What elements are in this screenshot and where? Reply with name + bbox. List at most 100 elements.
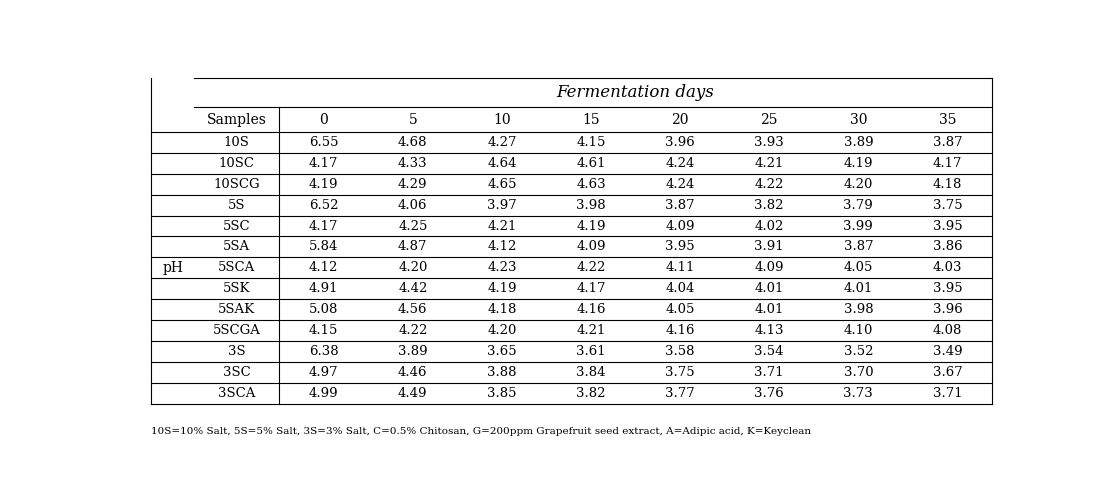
Text: 10SCG: 10SCG (214, 178, 260, 191)
Text: 3.87: 3.87 (665, 199, 695, 212)
Text: 10S=10% Salt, 5S=5% Salt, 3S=3% Salt, C=0.5% Chitosan, G=200ppm Grapefruit seed : 10S=10% Salt, 5S=5% Salt, 3S=3% Salt, C=… (152, 427, 811, 436)
Text: 10S: 10S (224, 136, 249, 149)
Text: 20: 20 (671, 112, 689, 127)
Text: 4.01: 4.01 (844, 282, 873, 295)
Text: 6.38: 6.38 (309, 345, 339, 358)
Text: 4.68: 4.68 (399, 136, 427, 149)
Text: 4.17: 4.17 (577, 282, 606, 295)
Text: 4.56: 4.56 (399, 303, 427, 316)
Text: 4.42: 4.42 (399, 282, 427, 295)
Text: 4.03: 4.03 (933, 262, 962, 274)
Text: 3.88: 3.88 (487, 366, 517, 379)
Text: 3.73: 3.73 (844, 387, 873, 400)
Text: 4.97: 4.97 (309, 366, 339, 379)
Text: 3.98: 3.98 (577, 199, 606, 212)
Text: 6.52: 6.52 (309, 199, 339, 212)
Text: Fermentation days: Fermentation days (557, 84, 714, 101)
Text: 4.09: 4.09 (577, 240, 606, 254)
Text: 4.20: 4.20 (487, 324, 517, 337)
Text: 5SAK: 5SAK (218, 303, 255, 316)
Text: 4.06: 4.06 (399, 199, 427, 212)
Text: 4.11: 4.11 (665, 262, 695, 274)
Text: 3.58: 3.58 (665, 345, 695, 358)
Text: 4.19: 4.19 (487, 282, 517, 295)
Text: 10: 10 (493, 112, 510, 127)
Text: 4.24: 4.24 (665, 157, 695, 170)
Text: 4.15: 4.15 (577, 136, 606, 149)
Text: 5SCGA: 5SCGA (213, 324, 260, 337)
Text: 5SA: 5SA (223, 240, 250, 254)
Text: 4.23: 4.23 (487, 262, 517, 274)
Text: 4.99: 4.99 (309, 387, 339, 400)
Text: 3.86: 3.86 (932, 240, 962, 254)
Text: 4.05: 4.05 (665, 303, 695, 316)
Text: 4.13: 4.13 (755, 324, 784, 337)
Text: 4.64: 4.64 (487, 157, 517, 170)
Text: 4.18: 4.18 (933, 178, 962, 191)
Text: 3.98: 3.98 (844, 303, 873, 316)
Text: 35: 35 (939, 112, 956, 127)
Text: 3.77: 3.77 (665, 387, 695, 400)
Text: 3.91: 3.91 (754, 240, 784, 254)
Text: 4.19: 4.19 (309, 178, 339, 191)
Text: 4.25: 4.25 (399, 220, 427, 232)
Text: 3.82: 3.82 (755, 199, 784, 212)
Text: 3.95: 3.95 (932, 220, 962, 232)
Text: 4.05: 4.05 (844, 262, 873, 274)
Text: 4.21: 4.21 (487, 220, 517, 232)
Text: 4.08: 4.08 (933, 324, 962, 337)
Text: 4.29: 4.29 (399, 178, 427, 191)
Text: 4.18: 4.18 (487, 303, 517, 316)
Text: 6.55: 6.55 (309, 136, 339, 149)
Text: 3.54: 3.54 (755, 345, 784, 358)
Text: 3.95: 3.95 (932, 282, 962, 295)
Text: 5.84: 5.84 (309, 240, 339, 254)
Text: 5SCA: 5SCA (218, 262, 255, 274)
Text: 3.52: 3.52 (844, 345, 873, 358)
Text: 3.71: 3.71 (754, 366, 784, 379)
Text: 3.61: 3.61 (577, 345, 606, 358)
Text: Samples: Samples (207, 112, 267, 127)
Text: 3.49: 3.49 (932, 345, 962, 358)
Text: 4.01: 4.01 (755, 282, 784, 295)
Text: 3.85: 3.85 (487, 387, 517, 400)
Text: 10SC: 10SC (218, 157, 255, 170)
Text: 5.08: 5.08 (309, 303, 339, 316)
Text: 4.12: 4.12 (487, 240, 517, 254)
Text: 4.49: 4.49 (399, 387, 427, 400)
Text: 3.76: 3.76 (754, 387, 784, 400)
Text: 4.16: 4.16 (577, 303, 606, 316)
Text: 3.79: 3.79 (844, 199, 873, 212)
Text: 3.99: 3.99 (844, 220, 873, 232)
Text: 3.84: 3.84 (577, 366, 606, 379)
Text: 4.17: 4.17 (933, 157, 962, 170)
Text: 3.75: 3.75 (932, 199, 962, 212)
Text: 3.67: 3.67 (932, 366, 962, 379)
Text: 4.21: 4.21 (755, 157, 784, 170)
Text: 4.22: 4.22 (399, 324, 427, 337)
Text: 3.70: 3.70 (844, 366, 873, 379)
Text: 3S: 3S (228, 345, 246, 358)
Text: 3SC: 3SC (223, 366, 250, 379)
Text: 15: 15 (582, 112, 600, 127)
Text: 3.89: 3.89 (399, 345, 427, 358)
Text: 3.87: 3.87 (932, 136, 962, 149)
Text: 3.87: 3.87 (844, 240, 873, 254)
Text: 30: 30 (849, 112, 867, 127)
Text: 4.15: 4.15 (309, 324, 339, 337)
Text: 4.91: 4.91 (309, 282, 339, 295)
Text: pH: pH (162, 261, 183, 275)
Text: 4.17: 4.17 (309, 220, 339, 232)
Text: 3.93: 3.93 (754, 136, 784, 149)
Text: 4.12: 4.12 (309, 262, 339, 274)
Text: 3.97: 3.97 (487, 199, 517, 212)
Text: 5SK: 5SK (223, 282, 250, 295)
Text: 4.19: 4.19 (844, 157, 873, 170)
Text: 4.46: 4.46 (399, 366, 427, 379)
Text: 4.87: 4.87 (399, 240, 427, 254)
Text: 3SCA: 3SCA (218, 387, 256, 400)
Text: 4.65: 4.65 (487, 178, 517, 191)
Text: 3.95: 3.95 (665, 240, 695, 254)
Text: 3.71: 3.71 (932, 387, 962, 400)
Text: 25: 25 (761, 112, 778, 127)
